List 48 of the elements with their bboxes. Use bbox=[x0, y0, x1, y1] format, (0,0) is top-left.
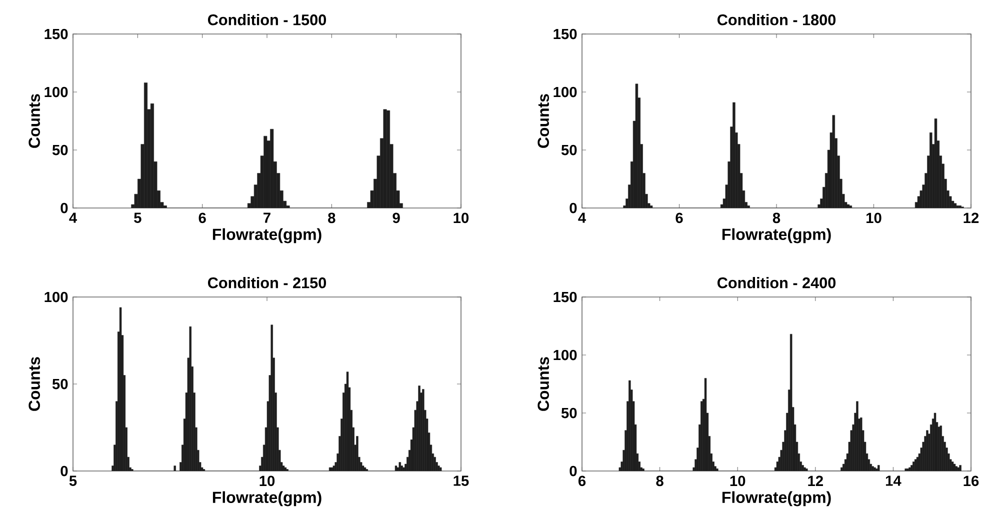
y-tick-label: 100 bbox=[44, 86, 68, 98]
y-tick-label: 50 bbox=[561, 144, 577, 156]
y-tick-label: 100 bbox=[44, 292, 68, 302]
x-tick-label: 5 bbox=[134, 212, 142, 223]
x-axis-title: Flowrate(gpm) bbox=[212, 228, 322, 244]
x-tick-label: 4 bbox=[69, 212, 77, 223]
chart-title: Condition - 1500 bbox=[208, 14, 326, 26]
x-tick-label: 10 bbox=[866, 212, 882, 224]
x-tick-label: 15 bbox=[454, 476, 469, 486]
y-tick-label: 50 bbox=[52, 144, 68, 156]
x-axis-title: Flowrate(gpm) bbox=[722, 491, 831, 506]
y-tick-label: 0 bbox=[60, 466, 68, 476]
y-tick-label: 100 bbox=[554, 86, 577, 98]
x-axis-title: Flowrate(gpm) bbox=[212, 491, 322, 506]
x-tick-label: 9 bbox=[392, 212, 400, 224]
y-tick-label: 100 bbox=[554, 350, 577, 360]
x-tick-label: 12 bbox=[808, 476, 823, 486]
y-tick-label: 150 bbox=[554, 292, 577, 302]
x-tick-label: 10 bbox=[730, 476, 746, 486]
x-axis-title: Flowrate(gpm) bbox=[722, 228, 831, 244]
y-tick-label: 150 bbox=[554, 28, 577, 40]
x-tick-label: 14 bbox=[886, 476, 902, 486]
x-tick-label: 12 bbox=[964, 212, 979, 223]
x-tick-label: 8 bbox=[328, 212, 336, 224]
y-tick-label: 0 bbox=[60, 202, 68, 214]
chart-title: Condition - 1800 bbox=[717, 14, 836, 26]
x-tick-label: 8 bbox=[656, 476, 664, 486]
y-axis-title: Counts bbox=[28, 357, 40, 411]
chart-title: Condition - 2400 bbox=[718, 277, 836, 288]
y-tick-label: 0 bbox=[570, 466, 577, 476]
y-axis-title: Counts bbox=[538, 94, 549, 148]
y-tick-label: 150 bbox=[44, 28, 68, 40]
x-tick-label: 6 bbox=[198, 212, 206, 224]
y-axis-title: Counts bbox=[28, 94, 40, 148]
x-tick-label: 10 bbox=[260, 476, 275, 486]
x-tick-label: 10 bbox=[454, 212, 469, 224]
x-tick-label: 16 bbox=[964, 476, 979, 486]
x-tick-label: 6 bbox=[578, 476, 586, 486]
x-tick-label: 7 bbox=[264, 212, 270, 223]
x-tick-label: 6 bbox=[676, 212, 683, 224]
x-tick-label: 4 bbox=[578, 212, 586, 223]
y-axis-title: Counts bbox=[538, 357, 549, 411]
chart-title: Condition - 2150 bbox=[208, 277, 326, 288]
y-tick-label: 50 bbox=[52, 378, 68, 390]
x-tick-label: 5 bbox=[69, 476, 77, 486]
y-tick-label: 0 bbox=[570, 202, 577, 214]
y-tick-label: 50 bbox=[561, 408, 577, 418]
x-tick-label: 8 bbox=[772, 212, 780, 224]
